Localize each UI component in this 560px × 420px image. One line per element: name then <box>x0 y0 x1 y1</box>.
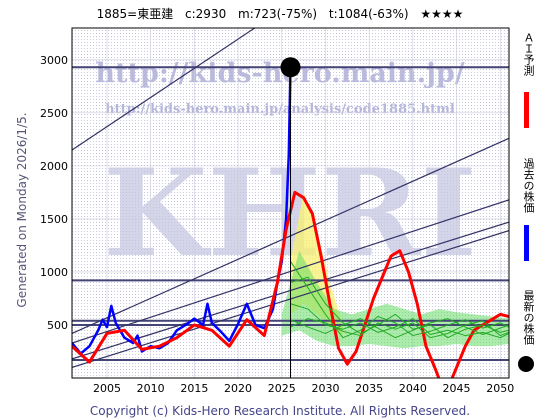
legend-latest: 最新の株価 <box>520 290 536 345</box>
y-tick-label: 1500 <box>40 213 68 226</box>
x-tick-label: 2040 <box>399 382 427 395</box>
legend-latest-label: 最新の株価 <box>522 290 535 345</box>
legend-past-swatch <box>524 225 529 261</box>
legend-latest-marker <box>518 356 534 372</box>
stock-code-name: 1885=東亜建 <box>96 7 174 21</box>
watermark-url-sub: http://kids-hero.main.jp/analysis/code18… <box>105 102 455 117</box>
target-price: t:1084(-63%) <box>328 7 409 21</box>
x-tick-label: 2035 <box>355 382 383 395</box>
y-tick-label: 500 <box>47 319 68 332</box>
plot-frame <box>71 27 510 379</box>
simulation-line <box>290 276 509 339</box>
y-tick-label: 2500 <box>40 107 68 120</box>
y-tick-label: 1000 <box>40 266 68 279</box>
current-price: c:2930 <box>185 7 227 21</box>
legend-past: 過去の株価 <box>520 158 536 213</box>
ai-forecast-line <box>72 190 509 378</box>
rating-stars: ★★★★ <box>420 7 464 21</box>
legend-ai: ＡＩ予測 <box>520 32 536 76</box>
legend-ai-label: ＡＩ予測 <box>522 32 535 76</box>
x-tick-label: 2050 <box>486 382 514 395</box>
chart-header: 1885=東亜建 c:2930 m:723(-75%) t:1084(-63%)… <box>0 5 560 22</box>
legend-ai-swatch <box>524 92 529 128</box>
legend-past-label: 過去の株価 <box>522 158 535 213</box>
y-tick-label: 3000 <box>40 54 68 67</box>
simulation-line <box>290 318 509 339</box>
x-tick-label: 2025 <box>268 382 296 395</box>
x-tick-label: 2010 <box>137 382 165 395</box>
x-tick-label: 2045 <box>443 382 471 395</box>
simulation-line <box>290 318 509 339</box>
min-price: m:723(-75%) <box>238 7 318 21</box>
x-tick-label: 2005 <box>93 382 121 395</box>
x-tick-label: 2015 <box>180 382 208 395</box>
simulation-line <box>290 261 509 339</box>
latest-price-marker <box>280 57 301 78</box>
copyright-footer: Copyright (c) Kids-Hero Research Institu… <box>89 404 471 418</box>
trend-line <box>72 28 256 151</box>
x-tick-label: 2030 <box>311 382 339 395</box>
watermark-url-main: http://kids-hero.main.jp/ <box>95 58 464 89</box>
y-tick-label: 2000 <box>40 160 68 173</box>
x-tick-label: 2020 <box>224 382 252 395</box>
